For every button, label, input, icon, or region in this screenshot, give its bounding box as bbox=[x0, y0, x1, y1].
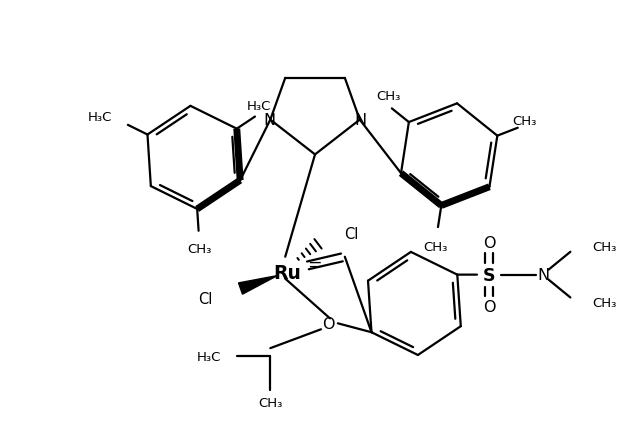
Text: O: O bbox=[322, 316, 334, 331]
Polygon shape bbox=[239, 276, 277, 295]
Text: CH₃: CH₃ bbox=[592, 241, 616, 254]
Text: S: S bbox=[483, 266, 495, 284]
Text: Cl: Cl bbox=[198, 291, 212, 306]
Text: CH₃: CH₃ bbox=[423, 241, 447, 253]
Text: N: N bbox=[263, 113, 275, 128]
Text: O: O bbox=[483, 299, 495, 314]
Text: O: O bbox=[483, 236, 495, 251]
Text: CH₃: CH₃ bbox=[188, 243, 212, 256]
Text: H₃C: H₃C bbox=[196, 350, 221, 363]
Text: =: = bbox=[307, 255, 321, 273]
Text: CH₃: CH₃ bbox=[376, 90, 401, 103]
Text: CH₃: CH₃ bbox=[592, 296, 616, 309]
Text: Ru: Ru bbox=[273, 263, 301, 283]
Text: H₃C: H₃C bbox=[247, 100, 271, 113]
Text: H₃C: H₃C bbox=[88, 111, 112, 124]
Text: N: N bbox=[538, 267, 550, 283]
Text: CH₃: CH₃ bbox=[258, 396, 282, 409]
Text: CH₃: CH₃ bbox=[512, 115, 536, 128]
Text: Cl: Cl bbox=[344, 227, 358, 242]
Text: N: N bbox=[355, 113, 367, 128]
